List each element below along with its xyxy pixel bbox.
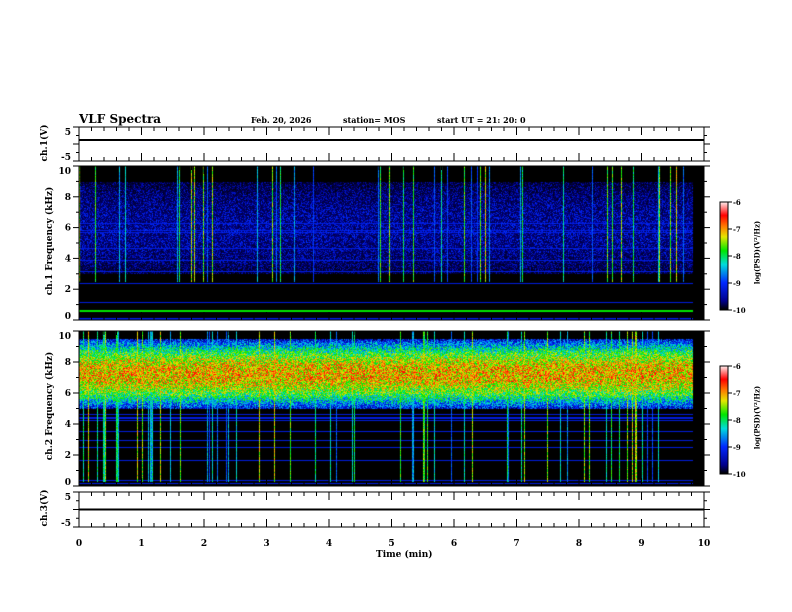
x-tick-label: 4 — [326, 539, 332, 549]
y-tick-label: 4 — [65, 420, 71, 430]
ch2-colorbar — [720, 366, 728, 474]
y-tick-label: 0 — [65, 478, 71, 488]
ch2-spectrum-ylabel: ch.2 Frequency (kHz) — [45, 351, 55, 461]
x-tick-label: 0 — [76, 539, 82, 549]
colorbar-tick-label: -9 — [733, 279, 741, 288]
x-tick-label: 7 — [513, 539, 519, 549]
x-tick-label: 1 — [138, 539, 144, 549]
colorbar-tick-label: -6 — [733, 362, 741, 371]
y-tick-label: 8 — [65, 193, 71, 203]
y-tick-label: 2 — [65, 285, 71, 295]
x-axis-label: Time (min) — [376, 550, 433, 560]
colorbar-tick-label: -9 — [733, 443, 741, 452]
ch2_spectrum-frame — [78, 330, 705, 487]
ch3-voltage-ylabel: ch.3(V) — [40, 489, 50, 527]
y-tick-label: 10 — [58, 332, 71, 342]
colorbar-tick-label: -8 — [733, 252, 741, 261]
y-tick-label: -5 — [61, 153, 71, 163]
plot-title: VLF Spectra — [79, 112, 162, 126]
ch2-colorbar-label: log(PSD)(V²/Hz) — [752, 385, 762, 450]
date-label: Feb. 20, 2026 — [251, 115, 312, 125]
y-tick-label: 5 — [65, 493, 71, 503]
ch1-spectrogram — [79, 166, 704, 320]
x-tick-label: 2 — [201, 539, 207, 549]
y-tick-label: 6 — [65, 389, 71, 399]
y-tick-label: 10 — [58, 167, 71, 177]
station-label: station= MOS — [343, 115, 406, 125]
colorbar-frame — [719, 365, 729, 475]
colorbar-tick-label: -7 — [733, 225, 741, 234]
y-tick-label: -5 — [61, 519, 71, 529]
colorbar-frame — [719, 201, 729, 311]
ch1-colorbar-label: log(PSD)(V²/Hz) — [752, 220, 762, 285]
x-tick-label: 9 — [638, 539, 644, 549]
y-tick-label: 4 — [65, 254, 71, 264]
x-tick-label: 8 — [576, 539, 582, 549]
y-tick-label: 0 — [65, 312, 71, 322]
y-tick-label: 6 — [65, 224, 71, 234]
x-tick-label: 3 — [263, 539, 269, 549]
ch2-spectrogram — [79, 331, 704, 486]
x-tick-label: 6 — [451, 539, 457, 549]
colorbar-tick-label: -10 — [733, 306, 746, 315]
start-time-label: start UT = 21: 20: 0 — [437, 115, 526, 125]
ch1-voltage-ylabel: ch.1(V) — [40, 124, 50, 162]
colorbar-tick-label: -7 — [733, 389, 741, 398]
y-tick-label: 2 — [65, 451, 71, 461]
ch1-colorbar — [720, 202, 728, 310]
ch1_spectrum-frame — [78, 165, 705, 321]
y-tick-label: 5 — [65, 128, 71, 138]
colorbar-tick-label: -10 — [733, 470, 746, 479]
colorbar-tick-label: -8 — [733, 416, 741, 425]
y-tick-label: 8 — [65, 358, 71, 368]
ch1-spectrum-ylabel: ch.1 Frequency (kHz) — [45, 186, 55, 296]
x-tick-label: 5 — [388, 539, 394, 549]
x-tick-label: 10 — [698, 539, 711, 549]
colorbar-tick-label: -6 — [733, 198, 741, 207]
